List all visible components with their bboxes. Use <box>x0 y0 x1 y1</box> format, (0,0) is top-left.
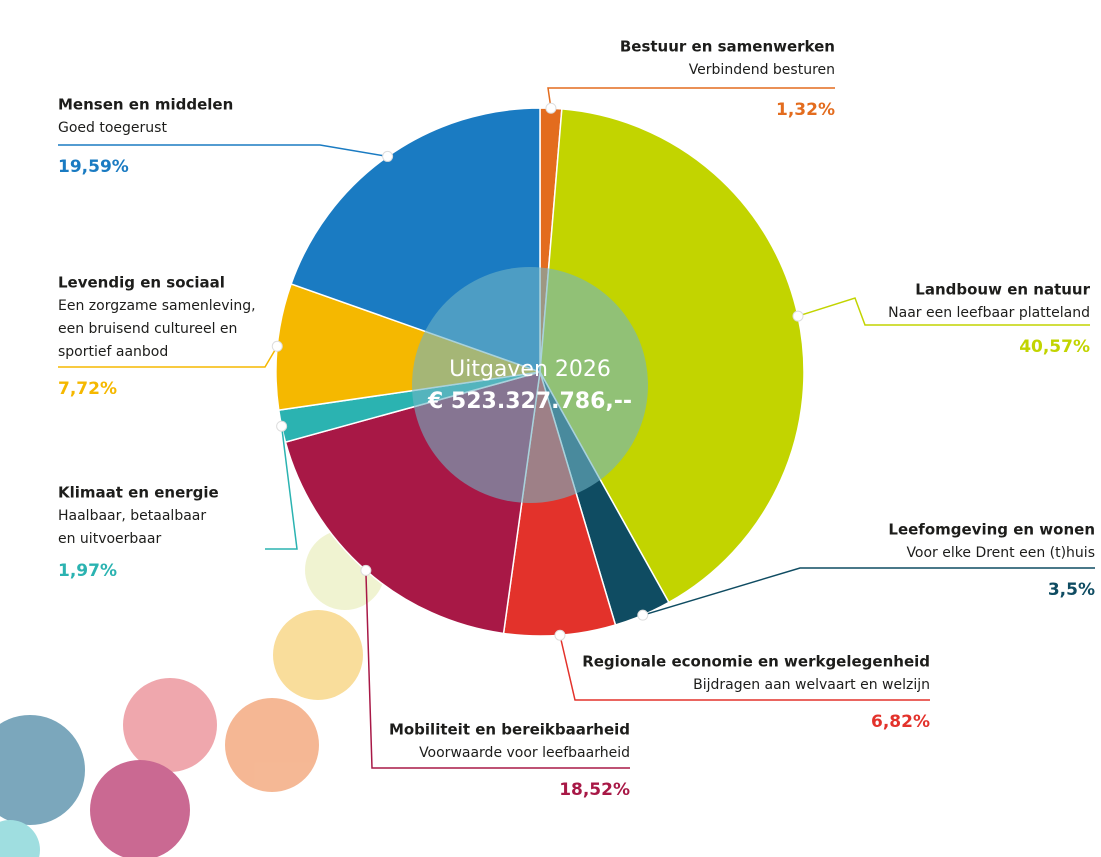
leader-dot <box>792 310 804 322</box>
leader-dot <box>271 340 283 352</box>
label-subtitle: sportief aanbod <box>58 344 168 360</box>
leader-dot <box>545 102 557 114</box>
center: Uitgaven 2026 € 523.327.786,-- <box>412 267 648 503</box>
leader-line <box>559 635 930 701</box>
label-title: Mensen en middelen <box>58 96 233 114</box>
label-subtitle: Naar een leefbaar platteland <box>888 305 1090 321</box>
leader-line <box>58 144 388 158</box>
label-subtitle: Een zorgzame samenleving, <box>58 298 256 314</box>
label-subtitle: Haalbaar, betaalbaar <box>58 508 206 524</box>
leader-line <box>365 570 630 769</box>
value-label: 18,52% <box>559 780 630 800</box>
leader-dot <box>637 609 649 621</box>
label-subtitle: en uitvoerbaar <box>58 531 161 547</box>
leader-dot <box>276 420 288 432</box>
leader-dot <box>382 150 394 162</box>
label-title: Levendig en sociaal <box>58 274 225 292</box>
leader-line <box>265 426 298 550</box>
label-title: Regionale economie en werkgelegenheid <box>582 653 930 671</box>
label-subtitle: Bijdragen aan welvaart en welzijn <box>693 677 930 693</box>
value-label: 19,59% <box>58 157 129 177</box>
value-label: 3,5% <box>1048 580 1095 600</box>
label-title: Leefomgeving en wonen <box>888 521 1095 539</box>
label-subtitle: Verbindend besturen <box>689 62 835 78</box>
leader-line <box>797 297 1090 326</box>
leader-dot <box>360 564 372 576</box>
label-title: Bestuur en samenwerken <box>620 38 835 56</box>
value-label: 1,97% <box>58 561 117 581</box>
leader-line <box>547 87 835 109</box>
labels: Bestuur en samenwerken Verbindend besture… <box>58 38 1095 800</box>
value-label: 6,82% <box>871 712 930 732</box>
label-title: Landbouw en natuur <box>915 281 1090 299</box>
center-value: € 523.327.786,-- <box>427 389 632 414</box>
label-subtitle: een bruisend cultureel en <box>58 321 237 337</box>
label-subtitle: Voor elke Drent een (t)huis <box>906 545 1095 561</box>
label-title: Mobiliteit en bereikbaarheid <box>389 721 630 739</box>
value-label: 7,72% <box>58 379 117 399</box>
value-label: 40,57% <box>1019 337 1090 357</box>
label-subtitle: Goed toegerust <box>58 120 167 136</box>
label-title: Klimaat en energie <box>58 484 219 502</box>
center-title: Uitgaven 2026 <box>449 357 611 382</box>
leader-line <box>58 345 278 368</box>
leader-line <box>642 567 1095 616</box>
label-subtitle: Voorwaarde voor leefbaarheid <box>419 745 630 761</box>
decoration <box>0 530 385 857</box>
value-label: 1,32% <box>776 100 835 120</box>
center-disc <box>412 267 648 503</box>
leader-dot <box>554 629 566 641</box>
